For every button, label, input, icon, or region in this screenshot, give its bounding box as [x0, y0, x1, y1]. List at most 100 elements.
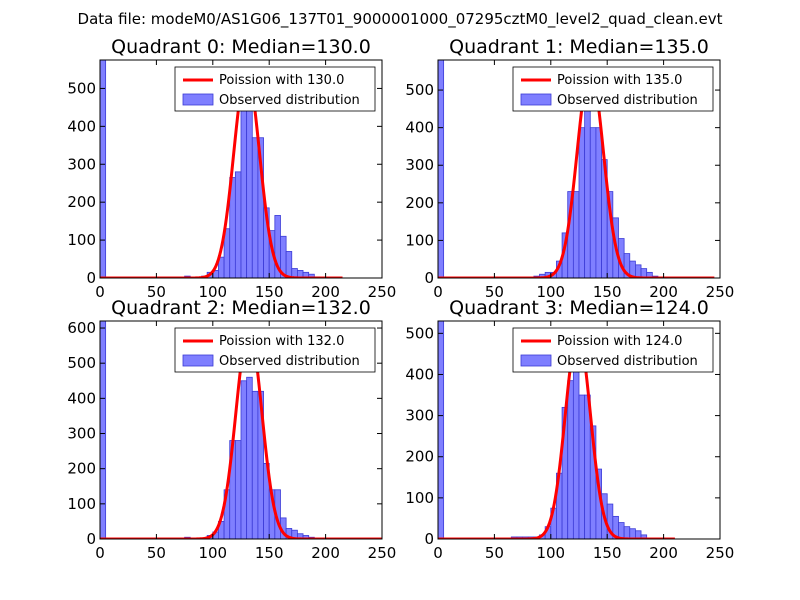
x-tick-label: 200: [649, 283, 678, 301]
x-tick-label: 250: [706, 283, 735, 301]
x-tick-label: 100: [536, 283, 565, 301]
subplot-quadrant-3: Quadrant 3: Median=124.0 0 50 100 150 200 250 0…: [405, 297, 734, 562]
y-tick-label: 500: [67, 354, 96, 372]
histogram-bar: [240, 380, 248, 539]
legend-observed-swatch: [182, 354, 214, 367]
legend-poisson-label: Poission with 130.0: [219, 73, 344, 88]
y-tick-label: 100: [67, 231, 96, 249]
y-tick-label: 500: [67, 79, 96, 97]
legend: Poission with 130.0 Observed distribution: [174, 66, 376, 112]
histogram-bar: [251, 390, 259, 539]
y-tick-label: 300: [67, 155, 96, 173]
subplot-grid: Quadrant 0: Median=130.0 0 50 100 150 200 250 0…: [67, 36, 734, 562]
histogram-bar: [308, 273, 315, 278]
histogram-bar: [584, 99, 591, 278]
y-tick-label: 400: [67, 117, 96, 135]
legend-observed-label: Observed distribution: [557, 354, 698, 369]
y-tick-label: 0: [86, 269, 96, 287]
legend: Poission with 124.0 Observed distribution: [512, 327, 714, 373]
x-tick-label: 50: [147, 283, 166, 301]
y-tick-label: 200: [405, 448, 434, 466]
subplot-quadrant-0: Quadrant 0: Median=130.0 0 50 100 150 200 250 0…: [67, 36, 396, 301]
x-tick-label: 50: [485, 544, 504, 562]
histogram-bar: [234, 440, 242, 539]
x-tick-label: 250: [706, 544, 735, 562]
histogram-bar: [234, 171, 242, 278]
y-tick-label: 300: [405, 407, 434, 425]
x-tick-label: 0: [95, 544, 105, 562]
legend-poisson-label: Poission with 124.0: [557, 334, 682, 349]
y-tick-label: 600: [67, 319, 96, 337]
plot-area: [438, 321, 676, 539]
y-tick-label: 0: [86, 530, 96, 548]
x-tick-label: 150: [593, 544, 622, 562]
x-tick-label: 100: [198, 544, 227, 562]
y-tick-label: 100: [405, 489, 434, 507]
x-tick-label: 250: [368, 544, 397, 562]
axes-title: Quadrant 2: Median=132.0: [111, 297, 371, 319]
x-tick-label: 200: [311, 283, 340, 301]
y-tick-label: 400: [405, 365, 434, 383]
legend-poisson-label: Poission with 135.0: [557, 73, 682, 88]
y-tick-label: 0: [424, 269, 434, 287]
y-tick-label: 200: [405, 194, 434, 212]
y-tick-label: 300: [67, 425, 96, 443]
x-tick-label: 250: [368, 283, 397, 301]
y-tick-label: 400: [67, 389, 96, 407]
legend: Poission with 135.0 Observed distribution: [512, 66, 714, 112]
histogram-bar: [629, 528, 636, 539]
legend-observed-swatch: [182, 93, 214, 106]
axes-title: Quadrant 3: Median=124.0: [449, 297, 709, 319]
histogram-bar: [567, 380, 574, 539]
legend: Poission with 132.0 Observed distribution: [174, 327, 376, 373]
legend-observed-swatch: [520, 93, 552, 106]
legend-observed-swatch: [520, 354, 552, 367]
x-tick-label: 50: [147, 544, 166, 562]
legend-observed-label: Observed distribution: [219, 93, 360, 108]
axes-frame: [99, 59, 383, 279]
y-tick-label: 200: [67, 460, 96, 478]
axes-title: Quadrant 0: Median=130.0: [111, 36, 371, 58]
plot-area: [438, 60, 715, 278]
subplot-quadrant-1: Quadrant 1: Median=135.0 0 50 100 150 200 250 0…: [405, 36, 734, 301]
histogram-bar: [240, 106, 248, 278]
y-tick-label: 100: [67, 495, 96, 513]
x-tick-label: 0: [433, 544, 443, 562]
histogram-bar: [595, 127, 602, 278]
histogram-bar: [285, 251, 293, 278]
x-tick-label: 100: [536, 544, 565, 562]
x-tick-label: 150: [255, 283, 284, 301]
x-tick-label: 200: [311, 544, 340, 562]
subplot-quadrant-2: Quadrant 2: Median=132.0 0 50 100 150 200 250 0…: [67, 297, 396, 562]
histogram-bar: [578, 394, 586, 539]
axes-title: Quadrant 1: Median=135.0: [449, 36, 709, 58]
histogram-bar: [251, 137, 259, 278]
x-tick-label: 0: [95, 283, 105, 301]
histogram-bar: [572, 191, 580, 278]
y-tick-label: 400: [405, 119, 434, 137]
x-tick-label: 150: [593, 283, 622, 301]
histogram-bar: [100, 321, 107, 539]
x-tick-label: 150: [255, 544, 284, 562]
histogram-bar: [438, 321, 445, 539]
histogram-bar: [635, 264, 642, 278]
x-tick-label: 50: [485, 283, 504, 301]
x-tick-label: 100: [198, 283, 227, 301]
histogram-bar: [618, 522, 625, 539]
y-tick-label: 500: [405, 81, 434, 99]
y-tick-label: 100: [405, 231, 434, 249]
y-tick-label: 300: [405, 156, 434, 174]
axes-frame: [99, 320, 383, 540]
histogram-bar: [246, 91, 253, 278]
y-tick-label: 200: [67, 193, 96, 211]
histogram-bar: [578, 127, 586, 278]
histogram-bar: [246, 376, 253, 539]
y-tick-label: 0: [424, 530, 434, 548]
histogram-bar: [100, 60, 107, 278]
legend-observed-label: Observed distribution: [219, 354, 360, 369]
histogram-bar: [623, 526, 631, 539]
legend-poisson-label: Poission with 132.0: [219, 334, 344, 349]
axes-frame: [437, 320, 721, 540]
histogram-bar: [438, 60, 445, 278]
x-tick-label: 200: [649, 544, 678, 562]
